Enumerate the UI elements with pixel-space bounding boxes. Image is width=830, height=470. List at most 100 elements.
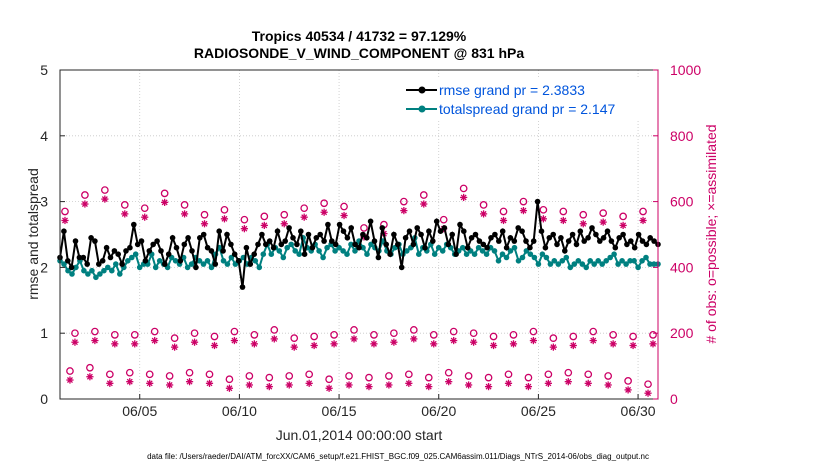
- title-line-2: RADIOSONDE_V_WIND_COMPONENT @ 831 hPa: [194, 45, 524, 61]
- obs-assimilated-marker-stroke: [450, 337, 457, 344]
- totalspread-point: [324, 244, 330, 251]
- obs-possible-marker: [185, 368, 194, 377]
- rmse-point: [340, 228, 347, 234]
- rmse-point: [453, 251, 459, 257]
- obs-assimilated-marker: [390, 338, 398, 346]
- rmse-point: [639, 238, 646, 244]
- obs-assimilated-marker-stroke: [420, 201, 427, 207]
- rmse-point: [445, 241, 452, 248]
- obs-possible-marker: [200, 210, 209, 219]
- rmse-point: [72, 238, 79, 244]
- totalspread-point: [459, 244, 466, 251]
- obs-assimilated-marker-stroke: [530, 337, 537, 344]
- obs-assimilated-marker: [106, 379, 114, 387]
- y-left-tick-label: 0: [40, 391, 48, 407]
- totalspread-point: [579, 261, 586, 267]
- rmse-point: [274, 228, 281, 234]
- rmse-point: [589, 225, 595, 231]
- rmse-point: [402, 235, 409, 241]
- rmse-point: [197, 235, 203, 241]
- rmse-point: [278, 241, 285, 248]
- totalspread-point: [471, 251, 478, 257]
- obs-possible-marker: [150, 327, 159, 336]
- obs-assimilated-marker: [619, 221, 627, 230]
- rmse-point: [383, 241, 390, 248]
- totalspread-point: [220, 258, 227, 264]
- totalspread-point: [543, 254, 550, 261]
- rmse-point: [107, 254, 114, 261]
- obs-possible-marker: [91, 327, 99, 336]
- totalspread-point: [105, 264, 111, 271]
- obs-possible-marker: [205, 370, 214, 379]
- rmse-point: [348, 225, 355, 231]
- rmse-point: [581, 238, 587, 244]
- rmse-point: [635, 231, 642, 238]
- rmse-point: [449, 231, 456, 238]
- rmse-point: [131, 221, 137, 228]
- obs-assimilated-marker-stroke: [131, 340, 138, 347]
- obs-assimilated-marker: [479, 210, 488, 218]
- obs-possible-marker: [310, 332, 318, 341]
- obs-assimilated-marker: [131, 340, 139, 348]
- obs-possible-marker: [145, 370, 154, 379]
- obs-possible-marker: [365, 373, 373, 382]
- obs-assimilated-marker: [245, 381, 253, 389]
- obs-possible-marker: [489, 332, 498, 341]
- rmse-point: [461, 228, 467, 234]
- y-right-tick-label: 200: [670, 325, 694, 341]
- obs-assimilated-marker: [544, 379, 552, 387]
- obs-possible-marker: [404, 370, 413, 379]
- obs-assimilated-marker-stroke: [111, 340, 118, 347]
- obs-possible-marker: [529, 327, 538, 336]
- rmse-point: [410, 241, 417, 248]
- obs-possible-marker: [280, 210, 289, 219]
- obs-possible-marker: [110, 330, 119, 339]
- rmse-point: [181, 241, 188, 248]
- obs-assimilated-marker: [599, 218, 607, 226]
- totalspread-point: [563, 254, 570, 261]
- obs-assimilated-marker: [420, 200, 428, 208]
- obs-assimilated-marker: [639, 216, 647, 225]
- obs-assimilated-marker-stroke: [146, 380, 153, 387]
- rmse-point: [301, 251, 308, 257]
- plot-area: [60, 70, 658, 399]
- totalspread-point: [172, 258, 179, 264]
- obs-possible-marker: [604, 372, 613, 380]
- obs-assimilated-marker-stroke: [560, 217, 567, 224]
- obs-possible-marker: [330, 330, 338, 339]
- rmse-point: [647, 235, 653, 241]
- obs-assimilated-marker: [146, 379, 154, 387]
- totalspread-point: [81, 267, 87, 274]
- obs-assimilated-marker-stroke: [341, 212, 348, 219]
- title-line-1: Tropics 40534 / 41732 = 97.129%: [252, 28, 467, 44]
- totalspread-point: [547, 261, 554, 267]
- obs-possible-marker: [265, 373, 274, 382]
- obs-possible-marker: [509, 330, 518, 339]
- obs-assimilated-marker-stroke: [610, 340, 617, 347]
- totalspread-point: [599, 261, 605, 267]
- obs-assimilated-marker: [589, 336, 597, 345]
- obs-assimilated-marker-stroke: [430, 340, 437, 347]
- y-left-tick-label: 1: [40, 325, 48, 341]
- obs-assimilated-marker-stroke: [390, 339, 397, 346]
- obs-possible-marker: [484, 373, 493, 382]
- totalspread-point: [404, 248, 410, 254]
- totalspread-point: [196, 258, 203, 264]
- totalspread-point: [268, 251, 275, 257]
- obs-assimilated-marker-stroke: [570, 342, 577, 349]
- obs-possible-marker: [160, 189, 169, 198]
- x-tick-label: 06/05: [122, 403, 157, 419]
- totalspread-point: [69, 271, 75, 277]
- rmse-point: [239, 284, 246, 290]
- obs-possible-marker: [71, 329, 79, 338]
- obs-possible-marker: [439, 215, 448, 224]
- rmse-point: [371, 238, 378, 244]
- obs-possible-marker: [459, 184, 468, 193]
- obs-possible-marker: [285, 372, 294, 380]
- obs-assimilated-marker-stroke: [166, 381, 173, 388]
- obs-assimilated-marker-stroke: [261, 222, 268, 229]
- obs-assimilated-marker: [609, 340, 617, 348]
- totalspread-point: [276, 248, 283, 254]
- legend-spread-marker: [418, 105, 426, 113]
- obs-possible-marker: [125, 368, 134, 377]
